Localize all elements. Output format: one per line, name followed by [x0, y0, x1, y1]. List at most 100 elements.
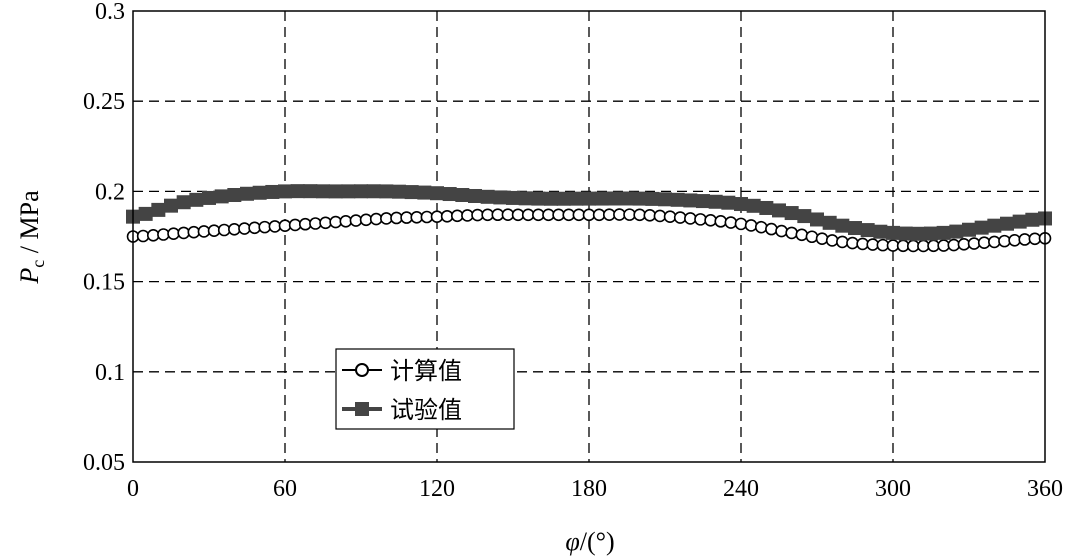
- data-point: [810, 212, 824, 227]
- data-point: [653, 209, 667, 223]
- y-tick-label: 0.3: [95, 0, 125, 25]
- series-layer: [126, 184, 1052, 253]
- data-point: [328, 184, 343, 199]
- data-point: [187, 225, 201, 239]
- data-point: [569, 191, 584, 206]
- data-point: [341, 184, 356, 199]
- legend-label-test: 试验值: [390, 396, 462, 424]
- data-point: [962, 222, 976, 237]
- data-point: [430, 186, 444, 201]
- data-point: [721, 195, 736, 210]
- y-axis-title: Pc / MPa: [15, 190, 48, 285]
- data-point: [866, 238, 880, 251]
- data-point: [319, 216, 332, 230]
- series-1: [126, 184, 1052, 241]
- data-point: [924, 226, 938, 241]
- data-point: [825, 234, 839, 247]
- data-point: [683, 193, 698, 208]
- series-0: [126, 208, 1052, 253]
- data-point: [632, 191, 647, 206]
- data-point: [197, 225, 211, 238]
- data-point: [670, 192, 685, 207]
- data-point: [404, 185, 419, 200]
- data-point: [795, 228, 809, 242]
- data-point: [704, 214, 717, 227]
- data-point: [805, 230, 819, 244]
- data-point: [643, 209, 657, 222]
- x-tick-label: 360: [1027, 476, 1063, 502]
- data-point: [1012, 214, 1027, 229]
- data-point: [455, 188, 470, 203]
- data-point: [339, 215, 353, 228]
- y-axis-unit: / MPa: [15, 190, 44, 260]
- data-point: [157, 228, 170, 241]
- legend: 计算值 试验值: [335, 348, 515, 430]
- legend-label-calc: 计算值: [390, 357, 462, 385]
- data-point: [998, 234, 1011, 248]
- data-point: [268, 220, 282, 233]
- data-point: [967, 237, 981, 250]
- x-axis-title: φ/(°): [565, 527, 614, 556]
- data-point: [298, 217, 312, 231]
- data-point: [744, 219, 758, 232]
- x-tick-label: 60: [273, 476, 297, 502]
- data-point: [797, 209, 812, 224]
- x-tick-label: 120: [419, 476, 455, 502]
- data-point: [329, 215, 342, 229]
- data-point: [633, 208, 646, 222]
- data-point: [136, 229, 150, 243]
- data-point: [886, 225, 900, 240]
- data-point: [349, 214, 363, 227]
- data-point: [164, 198, 178, 213]
- data-point: [754, 220, 768, 234]
- tick-labels: 0 60 120 180 240 300 360 0.05 0.1 0.15 0.2 0.25 0.3: [83, 0, 1063, 502]
- data-point: [1000, 216, 1014, 231]
- x-tick-label: 0: [127, 476, 139, 502]
- data-point: [359, 213, 373, 227]
- data-point: [278, 219, 292, 232]
- data-point: [822, 215, 837, 230]
- y-axis-symbol: P: [15, 268, 44, 285]
- data-point: [248, 221, 261, 235]
- svg-text:φ/(°): φ/(°): [565, 527, 614, 556]
- data-point: [775, 224, 788, 238]
- svg-text:Pc / MPa: Pc / MPa: [15, 190, 48, 285]
- data-point: [1018, 233, 1032, 246]
- data-point: [217, 223, 231, 237]
- y-tick-label: 0.1: [95, 360, 125, 386]
- data-point: [694, 213, 707, 226]
- data-point: [708, 194, 723, 209]
- y-tick-label: 0.25: [83, 89, 125, 115]
- data-point: [785, 226, 798, 240]
- data-point: [214, 189, 229, 204]
- data-point: [835, 218, 850, 233]
- data-point: [506, 190, 520, 205]
- data-point: [937, 239, 950, 252]
- data-point: [518, 191, 533, 206]
- data-point: [228, 222, 241, 236]
- legend-marker-test: [355, 402, 369, 416]
- data-point: [380, 212, 393, 225]
- x-tick-label: 300: [875, 476, 911, 502]
- data-point: [379, 184, 394, 199]
- data-point: [207, 224, 221, 238]
- data-point: [957, 238, 971, 251]
- data-point: [146, 229, 160, 242]
- data-point: [594, 191, 609, 206]
- data-point: [177, 226, 190, 240]
- data-point: [947, 238, 961, 252]
- legend-marker-calc: [355, 363, 369, 377]
- data-point: [815, 232, 829, 245]
- data-point: [138, 206, 153, 221]
- data-point: [556, 191, 571, 206]
- data-point: [366, 184, 381, 199]
- data-point: [746, 198, 761, 213]
- data-point: [949, 224, 964, 239]
- data-point: [974, 220, 989, 235]
- data-point: [696, 194, 710, 209]
- data-point: [988, 235, 1001, 249]
- data-point: [392, 184, 406, 199]
- data-point: [309, 217, 322, 230]
- data-point: [898, 226, 913, 241]
- data-point: [860, 223, 875, 238]
